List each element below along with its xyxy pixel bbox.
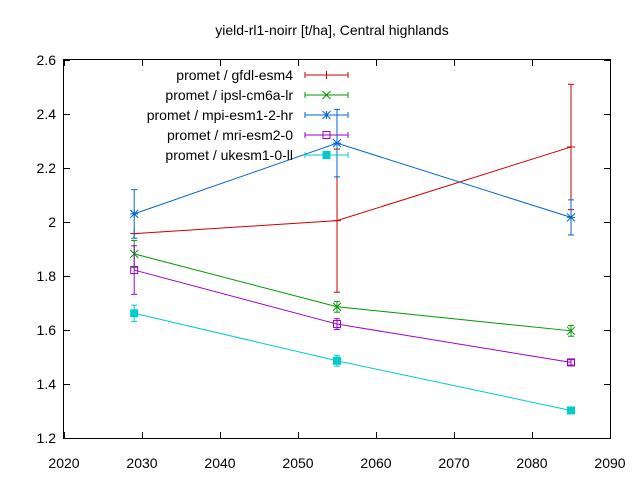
legend-item: promet / mri-esm2-0 — [167, 127, 349, 143]
legend-marker — [322, 151, 331, 159]
legend-label: promet / ipsl-cm6a-lr — [165, 87, 293, 103]
data-point — [129, 209, 139, 219]
legend-label: promet / ukesm1-0-ll — [165, 147, 293, 163]
legend-label: promet / mri-esm2-0 — [167, 127, 293, 143]
data-point — [130, 266, 139, 275]
data-point — [567, 358, 575, 367]
data-point — [130, 309, 139, 318]
series-line — [134, 269, 572, 363]
legend: promet / gfdl-esm4 promet / ipsl-cm6a-lr p… — [147, 67, 349, 163]
legend-marker — [322, 131, 331, 139]
axes: 2020 2030 2040 2050 2060 2070 2080 2090 1.2 1.4 1.… — [37, 52, 626, 471]
data-point — [333, 320, 341, 329]
chart-title: yield-rl1-noirr [t/ha], Central highland… — [215, 22, 448, 38]
y-tick-label: 2.6 — [37, 52, 57, 68]
data-point — [566, 213, 576, 222]
x-tick-label: 2060 — [360, 455, 391, 471]
legend-item: promet / gfdl-esm4 — [176, 67, 349, 83]
x-tick-label: 2040 — [204, 455, 235, 471]
x-tick-label: 2090 — [594, 455, 625, 471]
data-point — [333, 356, 341, 365]
y-tick-label: 1.4 — [37, 376, 57, 392]
legend-label: promet / mpi-esm1-2-hr — [147, 107, 294, 123]
data-point — [566, 326, 576, 336]
y-tick-label: 1.8 — [37, 268, 57, 284]
x-tick-label: 2030 — [126, 455, 157, 471]
data-point — [567, 142, 575, 151]
legend-marker — [322, 90, 331, 100]
plot-area-frame — [63, 59, 611, 439]
series-layer — [129, 83, 576, 415]
y-tick-label: 2.4 — [37, 106, 57, 122]
x-tick-label: 2070 — [438, 455, 469, 471]
legend-item: promet / ukesm1-0-ll — [165, 147, 349, 163]
legend-item: promet / mpi-esm1-2-hr — [147, 107, 349, 123]
y-tick-label: 1.2 — [37, 430, 57, 446]
x-tick-label: 2050 — [282, 455, 313, 471]
data-point — [332, 302, 342, 312]
data-point — [567, 406, 575, 415]
series-2 — [129, 239, 576, 337]
y-tick-label: 2.2 — [37, 160, 57, 176]
error-bar — [568, 359, 574, 366]
y-tick-label: 2 — [48, 214, 56, 230]
x-tick-label: 2020 — [48, 455, 79, 471]
series-line — [134, 253, 572, 332]
legend-marker — [322, 110, 331, 120]
series-3 — [129, 108, 576, 239]
series-4 — [130, 245, 575, 367]
legend-marker — [322, 71, 331, 79]
error-bar — [131, 245, 138, 295]
y-tick-label: 1.6 — [37, 322, 57, 338]
data-point — [333, 216, 341, 225]
series-line — [134, 312, 572, 411]
series-5 — [130, 304, 575, 415]
data-point — [332, 138, 342, 148]
legend-item: promet / ipsl-cm6a-lr — [165, 87, 349, 103]
x-tick-label: 2080 — [516, 455, 547, 471]
legend-label: promet / gfdl-esm4 — [176, 67, 293, 83]
